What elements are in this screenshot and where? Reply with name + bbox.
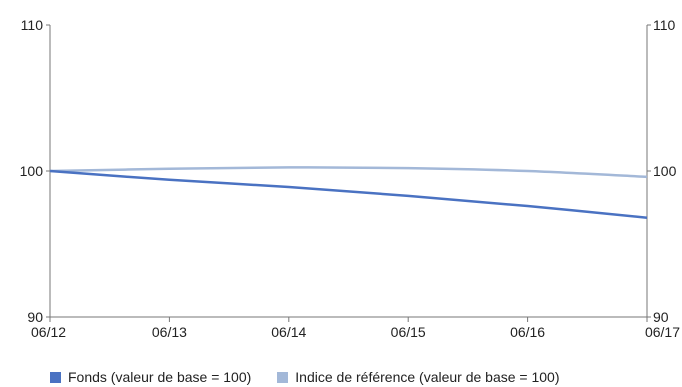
legend-swatch-indice xyxy=(277,371,289,383)
chart-legend: Fonds (valeur de base = 100) Indice de r… xyxy=(50,368,586,386)
series-line-fonds xyxy=(49,169,648,219)
x-tick-label: 06/16 xyxy=(510,324,545,340)
x-tick-label: 06/13 xyxy=(152,324,187,340)
legend-label-indice: Indice de référence (valeur de base = 10… xyxy=(295,369,560,385)
y-tick-label-left: 110 xyxy=(21,17,44,33)
x-tick-label: 06/17 xyxy=(645,324,680,340)
y-tick-label-right: 100 xyxy=(653,163,677,179)
x-tick-label: 06/12 xyxy=(31,324,66,340)
y-tick-label-right: 110 xyxy=(653,17,676,33)
y-tick-label-right: 90 xyxy=(653,309,669,325)
y-tick-label-left: 100 xyxy=(20,163,44,179)
legend-item-fonds: Fonds (valeur de base = 100) xyxy=(50,369,251,385)
legend-label-fonds: Fonds (valeur de base = 100) xyxy=(68,369,252,385)
x-tick-label: 06/15 xyxy=(391,324,426,340)
legend-item-indice: Indice de référence (valeur de base = 10… xyxy=(277,369,560,385)
y-tick-label-left: 90 xyxy=(27,309,43,325)
legend-swatch-fonds xyxy=(50,371,61,383)
x-tick-label: 06/14 xyxy=(271,324,306,340)
series-line-indice xyxy=(49,166,648,179)
